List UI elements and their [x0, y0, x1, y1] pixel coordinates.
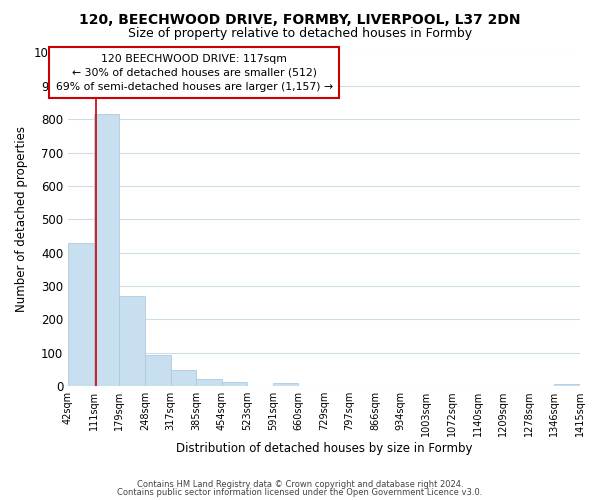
Bar: [221, 382, 247, 386]
X-axis label: Distribution of detached houses by size in Formby: Distribution of detached houses by size …: [176, 442, 472, 455]
Bar: [196, 378, 221, 386]
Bar: [68, 242, 94, 386]
Bar: [273, 384, 298, 386]
Bar: [119, 296, 145, 386]
Text: Size of property relative to detached houses in Formby: Size of property relative to detached ho…: [128, 28, 472, 40]
Bar: [94, 114, 119, 386]
Bar: [554, 384, 580, 386]
Bar: [145, 355, 170, 386]
Bar: [170, 370, 196, 386]
Text: 120, BEECHWOOD DRIVE, FORMBY, LIVERPOOL, L37 2DN: 120, BEECHWOOD DRIVE, FORMBY, LIVERPOOL,…: [79, 12, 521, 26]
Text: Contains HM Land Registry data © Crown copyright and database right 2024.: Contains HM Land Registry data © Crown c…: [137, 480, 463, 489]
Text: 120 BEECHWOOD DRIVE: 117sqm
← 30% of detached houses are smaller (512)
69% of se: 120 BEECHWOOD DRIVE: 117sqm ← 30% of det…: [56, 54, 332, 92]
Y-axis label: Number of detached properties: Number of detached properties: [15, 126, 28, 312]
Text: Contains public sector information licensed under the Open Government Licence v3: Contains public sector information licen…: [118, 488, 482, 497]
